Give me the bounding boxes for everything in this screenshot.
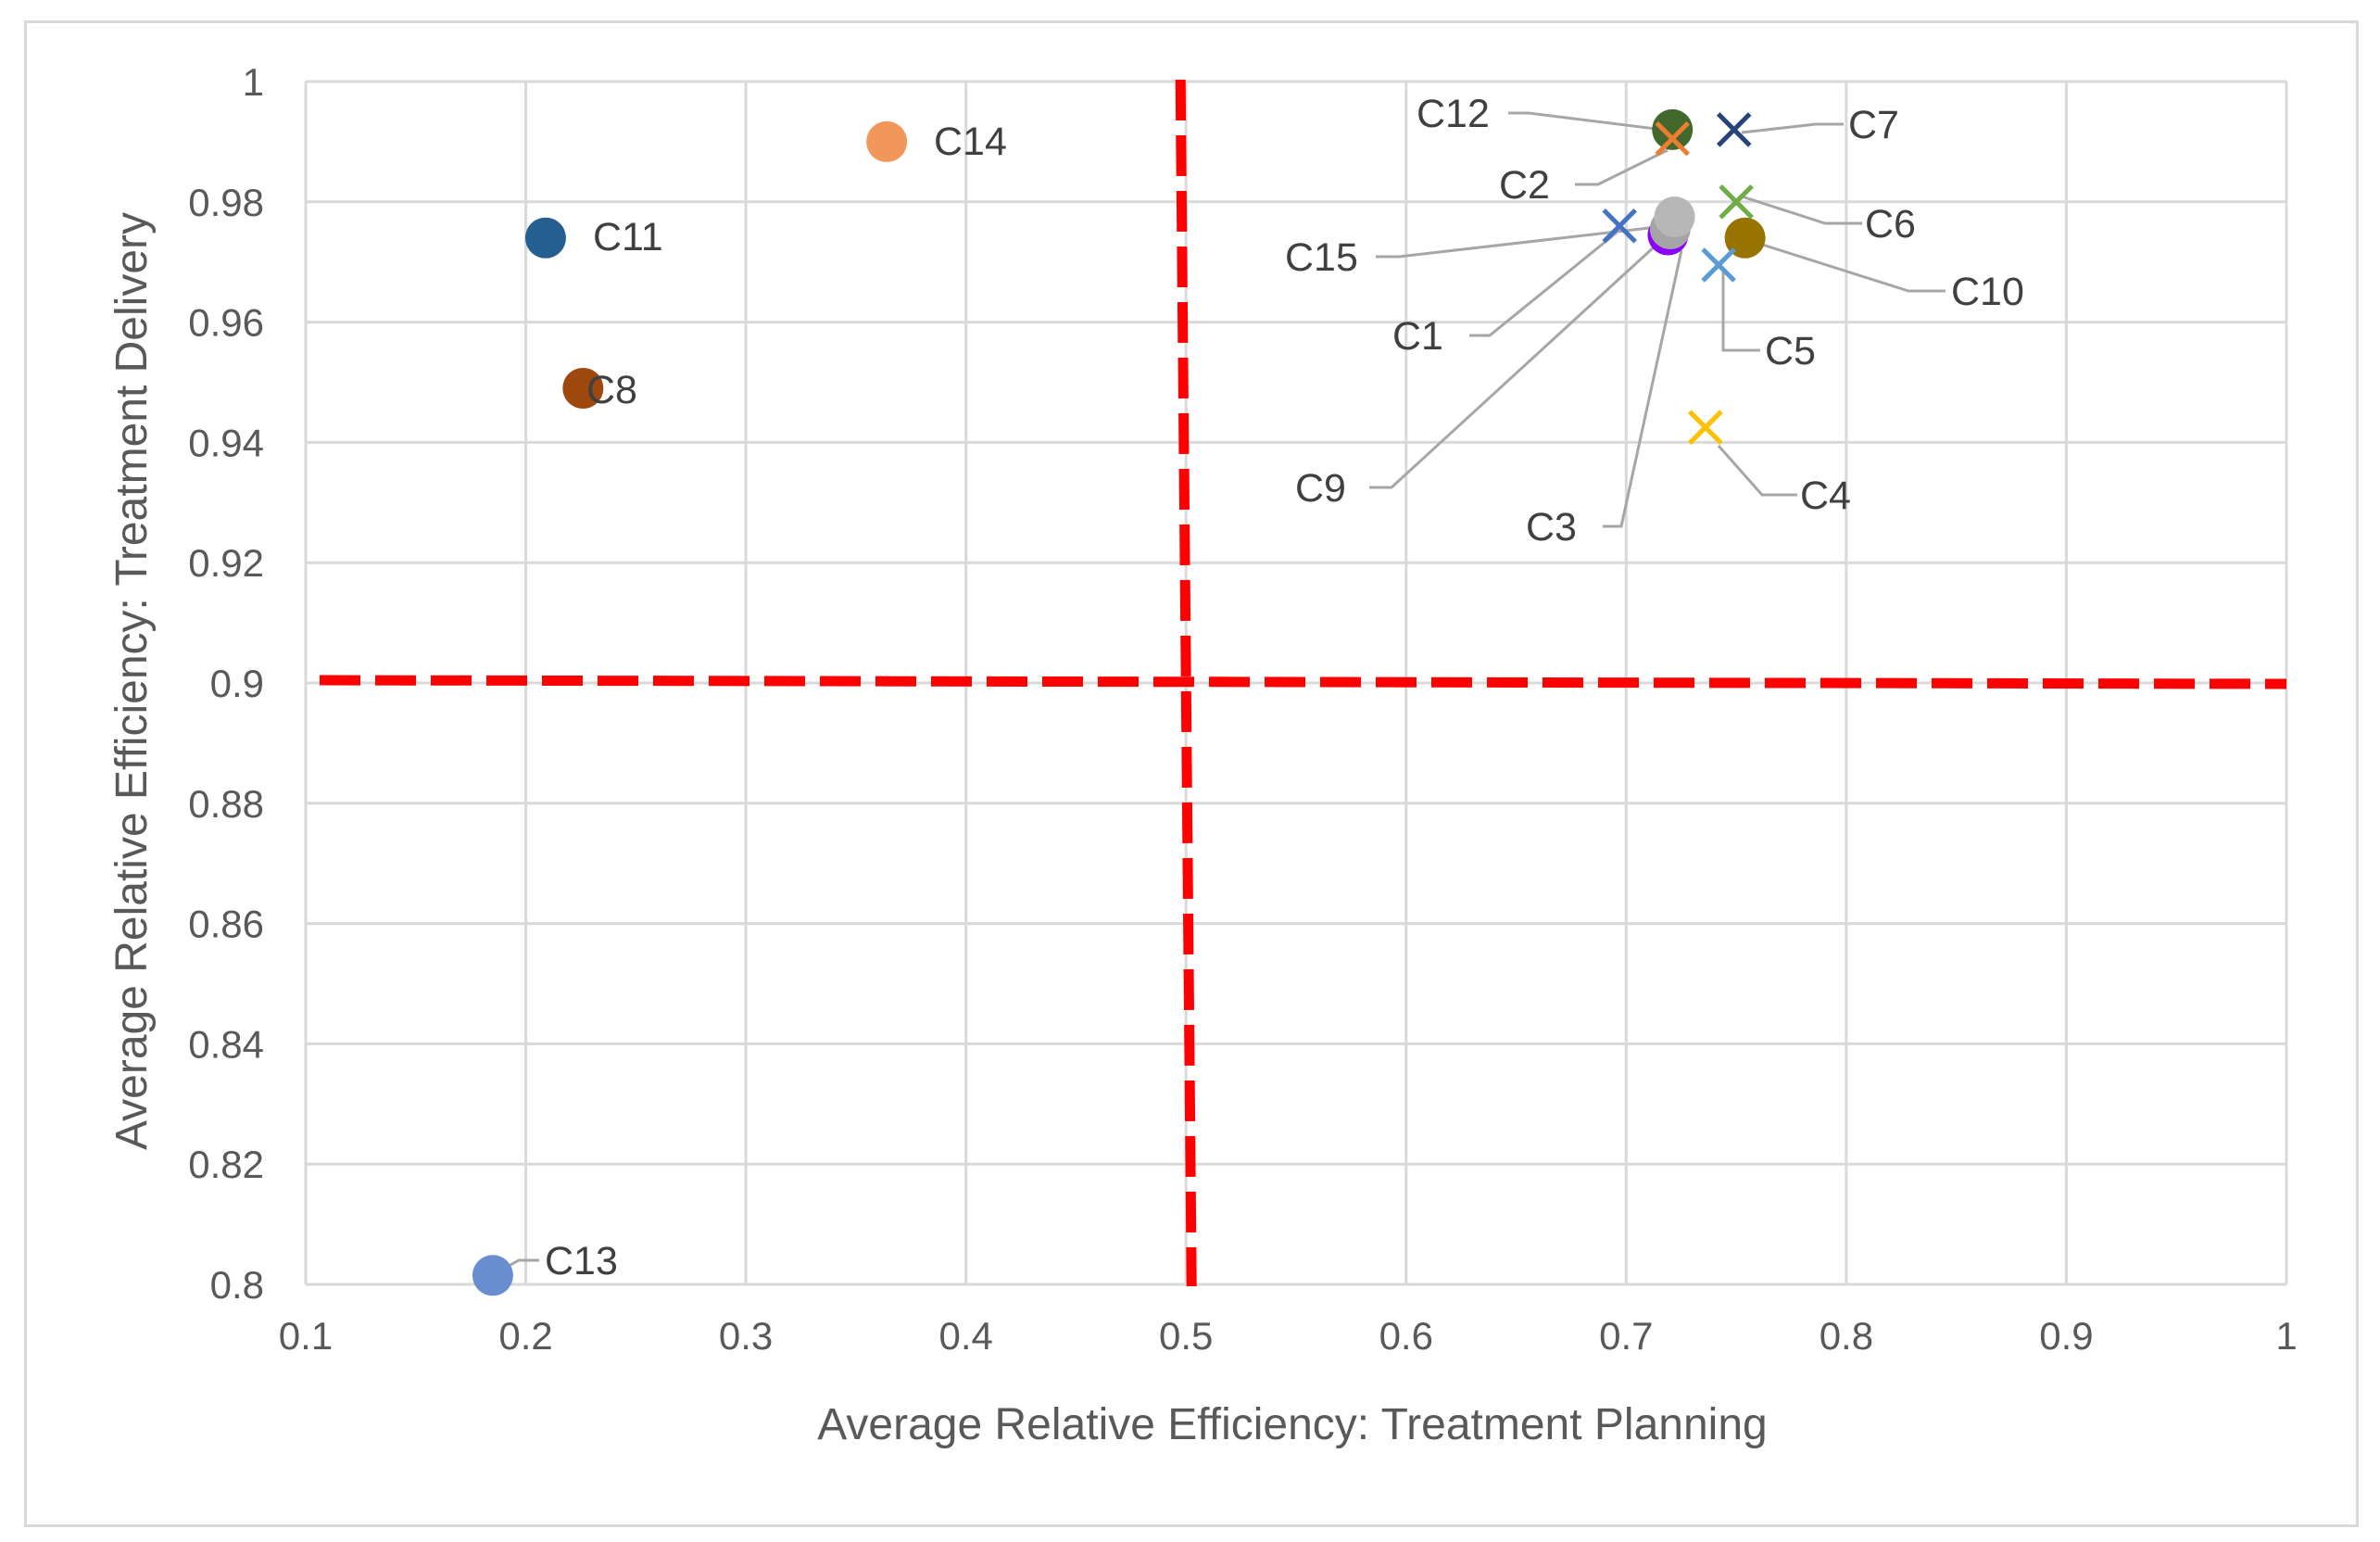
- leader-line-c12: [1508, 111, 1671, 133]
- x-axis-title: Average Relative Efficiency: Treatment P…: [817, 1400, 1767, 1449]
- data-label-c3: C3: [1526, 505, 1577, 550]
- cross-stroke: [1701, 247, 1736, 283]
- y-tick-label: 1: [243, 60, 264, 104]
- y-tick-label: 0.82: [188, 1143, 264, 1186]
- data-labels: C1 C2 C3 C4 C5 C6 C7 C8 C9 C10 C11 C12 C13 C14 C15: [545, 92, 2024, 1283]
- data-markers: [472, 108, 1766, 1296]
- data-label-c8: C8: [586, 368, 637, 412]
- horizontal-reference-line: [319, 675, 2287, 689]
- data-label-c13: C13: [545, 1239, 618, 1283]
- y-tick-label: 0.92: [188, 541, 264, 585]
- point-c5: [1701, 247, 1736, 283]
- point-c8: [562, 367, 604, 409]
- y-tick-label: 0.96: [188, 301, 264, 345]
- cross-stroke: [1655, 120, 1690, 157]
- point-c11: [524, 217, 566, 259]
- y-tick-label: 0.9: [210, 662, 264, 705]
- leader-line-c5: [1721, 269, 1760, 352]
- x-tick-label: 0.9: [2039, 1314, 2093, 1358]
- y-axis-title: Average Relative Efficiency: Treatment D…: [107, 212, 157, 1150]
- point-c13: [472, 1255, 513, 1296]
- y-tick-label: 0.88: [188, 782, 264, 826]
- x-tick-label: 0.7: [1599, 1314, 1653, 1358]
- x-tick-label: 0.5: [1159, 1314, 1213, 1358]
- leader-line-c10: [1750, 239, 1946, 293]
- data-label-c2: C2: [1499, 163, 1550, 208]
- leader-line-c6: [1741, 195, 1862, 225]
- leader-line-c2: [1575, 148, 1669, 186]
- leader-line-c4: [1717, 445, 1797, 497]
- point-c2: [1655, 120, 1690, 157]
- x-tick-label: 0.3: [719, 1314, 773, 1358]
- y-tick-label: 0.94: [188, 421, 264, 464]
- x-tick-label: 1: [2275, 1314, 2297, 1358]
- leader-line-c15: [1376, 226, 1650, 259]
- leader-line-c7: [1741, 122, 1844, 134]
- point-c14: [866, 120, 908, 162]
- tick-labels: 0.1 0.2 0.3 0.4 0.5 0.6 0.7 0.8 0.9 1 0.8 0.82 0.84 0…: [188, 60, 2297, 1358]
- leader-line-c1: [1469, 231, 1618, 337]
- x-tick-label: 0.2: [498, 1314, 552, 1358]
- cross-stroke: [1688, 410, 1723, 445]
- reference-lines: [319, 79, 2287, 1287]
- data-label-c5: C5: [1765, 329, 1816, 373]
- cross-stroke: [1602, 208, 1637, 244]
- point-c7: [1716, 112, 1752, 147]
- y-tick-label: 0.84: [188, 1022, 264, 1066]
- cross-stroke: [1716, 112, 1752, 147]
- data-label-c11: C11: [593, 215, 663, 259]
- data-label-c1: C1: [1392, 314, 1443, 359]
- point-c1: [1602, 208, 1637, 244]
- x-tick-label: 0.6: [1379, 1314, 1433, 1358]
- vertical-reference-line: [1175, 79, 1197, 1287]
- x-tick-label: 0.1: [279, 1314, 333, 1358]
- label-leader-lines: [493, 111, 1946, 1276]
- point-c6: [1719, 184, 1754, 220]
- data-label-c6: C6: [1865, 202, 1916, 246]
- y-tick-label: 0.86: [188, 903, 264, 946]
- data-label-c12: C12: [1417, 92, 1490, 136]
- data-label-c15: C15: [1285, 235, 1358, 280]
- leader-line-c3: [1603, 249, 1683, 528]
- data-label-c14: C14: [934, 120, 1007, 164]
- leader-line-c9: [1369, 244, 1657, 489]
- point-c4: [1688, 410, 1723, 445]
- data-label-c10: C10: [1951, 270, 2024, 314]
- data-label-c4: C4: [1800, 474, 1851, 518]
- y-tick-label: 0.98: [188, 181, 264, 224]
- point-c15: [1654, 196, 1695, 238]
- x-tick-label: 0.4: [938, 1314, 992, 1358]
- y-tick-label: 0.8: [210, 1263, 264, 1307]
- data-label-c9: C9: [1295, 466, 1346, 511]
- data-label-c7: C7: [1848, 103, 1899, 147]
- x-tick-label: 0.8: [1820, 1314, 1873, 1358]
- point-c12: [1652, 108, 1694, 150]
- cross-stroke: [1719, 184, 1754, 220]
- point-c10: [1724, 217, 1766, 259]
